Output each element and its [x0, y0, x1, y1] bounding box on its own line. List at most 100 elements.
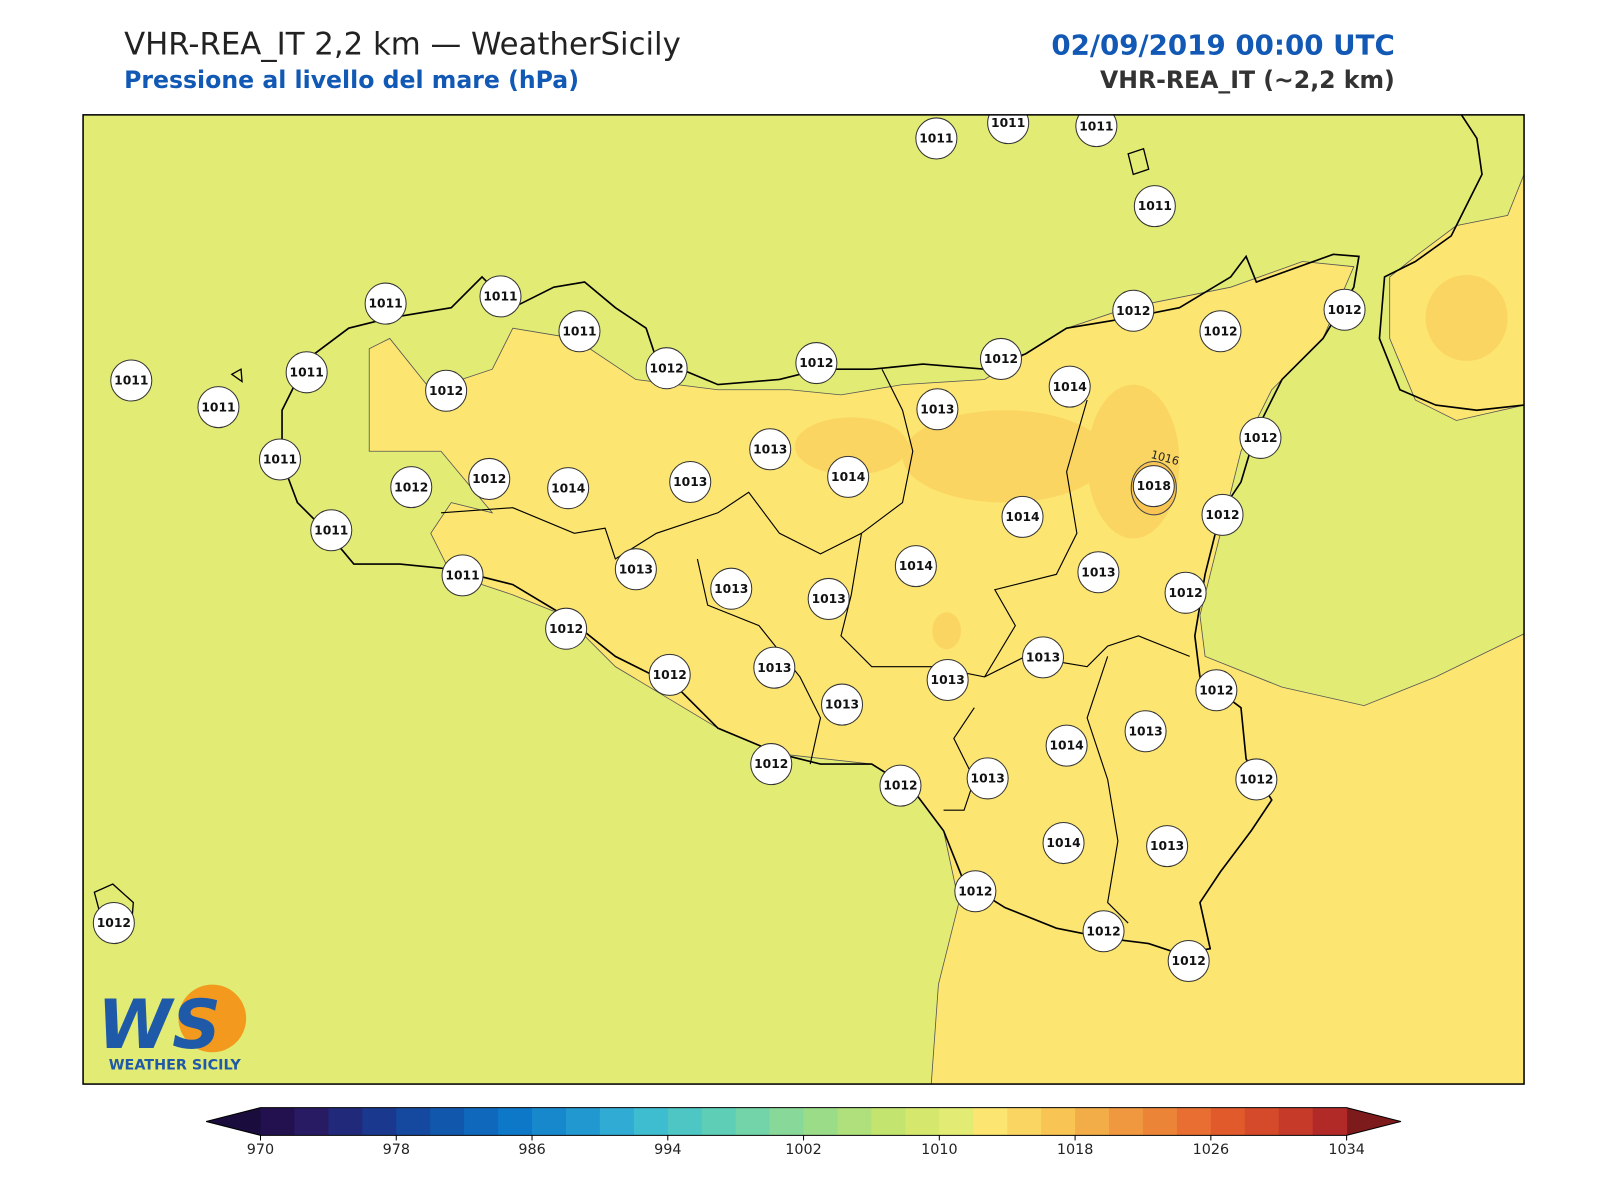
station-value: 1013: [714, 582, 748, 596]
field-1014: [932, 612, 961, 650]
station-value: 1013: [825, 698, 859, 712]
station-marker: [1112, 289, 1155, 332]
coastline-calabria: [1378, 114, 1525, 412]
station-marker: [749, 428, 792, 471]
station-marker: [645, 347, 688, 390]
logo-mark: WS: [97, 985, 220, 1064]
colorbar-tick-label: 1018: [1057, 1142, 1094, 1158]
station-value: 1011: [369, 297, 403, 311]
station-value: 1013: [1150, 839, 1184, 853]
station-value: 1012: [883, 779, 917, 793]
colorbar-bin: [396, 1107, 431, 1136]
station-marker: [558, 310, 601, 353]
title: VHR-REA_IT 2,2 km — WeatherSicily: [124, 26, 681, 62]
station-value: 1011: [919, 132, 953, 146]
station-marker: [916, 388, 959, 431]
station-value: 1012: [650, 361, 684, 375]
station-value: 1012: [653, 668, 687, 682]
station-value: 1012: [472, 472, 506, 486]
station-value: 1014: [1046, 836, 1080, 850]
station-value: 1014: [551, 481, 585, 495]
colorbar-bin: [464, 1107, 499, 1136]
station-marker: [547, 467, 590, 510]
station-marker: [979, 337, 1023, 380]
station-value: 1013: [1026, 651, 1060, 665]
station-value: 1012: [1205, 508, 1239, 522]
station-marker: [750, 743, 793, 786]
station-marker: [820, 683, 864, 726]
station-marker: [1048, 365, 1091, 408]
field-1014: [902, 410, 1108, 503]
colorbar-bin: [735, 1107, 771, 1136]
station-value: 1013: [920, 402, 954, 416]
colorbar-tick-label: 1034: [1328, 1142, 1365, 1158]
station-value: 1012: [1327, 303, 1361, 317]
station-marker: [894, 545, 937, 588]
colorbar-bin: [973, 1107, 1008, 1136]
station-value: 1014: [831, 470, 865, 484]
station-marker: [795, 342, 838, 385]
station-value: 1012: [754, 757, 788, 771]
station-marker: [827, 455, 870, 498]
station-marker: [710, 567, 753, 610]
colorbar-tick-label: 1002: [785, 1142, 822, 1158]
station-value: 1012: [429, 384, 463, 398]
station-marker: [614, 548, 657, 591]
station-marker: [364, 282, 407, 325]
station-marker: [310, 509, 353, 552]
colorbar-bin: [430, 1107, 465, 1136]
stations: 1011 1011 1011 1011 1011 1011 1011 1012 1012 1012…: [92, 114, 1366, 983]
station-marker: [441, 554, 484, 597]
colorbar-tick-label: 970: [247, 1142, 274, 1158]
station-marker: [1239, 416, 1282, 459]
station-marker: [1132, 465, 1175, 508]
logo-name: WEATHER SICILY: [109, 1058, 242, 1074]
station-marker: [1133, 185, 1176, 228]
station-value: 1012: [1116, 304, 1150, 318]
station-marker: [1199, 310, 1242, 353]
colorbar-bin: [1210, 1107, 1246, 1136]
colorbar: 970 978 986 994 1002 1010 1018 1026 1034: [206, 1107, 1402, 1158]
station-marker: [197, 386, 240, 429]
colorbar-under: [206, 1107, 261, 1136]
station-marker: [1001, 495, 1044, 538]
station-value: 1011: [263, 453, 297, 467]
field-1014: [794, 417, 908, 475]
station-value: 1011: [445, 568, 479, 582]
colorbar-bin: [498, 1107, 533, 1136]
station-value: 1012: [984, 352, 1018, 366]
colorbar-tick-label: 986: [518, 1142, 545, 1158]
colorbar-bin: [362, 1107, 397, 1136]
station-value: 1013: [1128, 724, 1162, 738]
station-value: 1011: [114, 374, 148, 388]
station-marker: [1082, 910, 1125, 953]
station-value: 1018: [1137, 479, 1171, 493]
colorbar-bin: [1007, 1107, 1042, 1136]
colorbar-tick-label: 1010: [921, 1142, 958, 1158]
station-marker: [258, 438, 302, 481]
station-value: 1014: [1053, 380, 1087, 394]
station-marker: [1045, 724, 1088, 767]
station-value: 1012: [1203, 324, 1237, 338]
station-marker: [1164, 571, 1207, 614]
station-marker: [1195, 669, 1238, 712]
colorbar-bin: [1176, 1107, 1212, 1136]
colorbar-bin: [532, 1107, 567, 1136]
colorbar-bin: [565, 1107, 601, 1136]
station-marker: [1124, 710, 1167, 753]
colorbar-bin: [769, 1107, 805, 1136]
colorbar-bin: [939, 1107, 974, 1136]
station-value: 1012: [1086, 924, 1120, 938]
station-value: 1013: [619, 562, 653, 576]
station-marker: [479, 275, 522, 318]
station-value: 1011: [483, 290, 517, 304]
colorbar-bin: [837, 1107, 872, 1136]
colorbar-bin: [905, 1107, 940, 1136]
station-value: 1012: [1168, 586, 1202, 600]
colorbar-bin: [1312, 1107, 1348, 1136]
station-marker: [468, 457, 511, 500]
logo-sun: [178, 984, 247, 1053]
subtitle: Pressione al livello del mare (hPa): [124, 66, 579, 94]
station-value: 1011: [991, 116, 1025, 130]
